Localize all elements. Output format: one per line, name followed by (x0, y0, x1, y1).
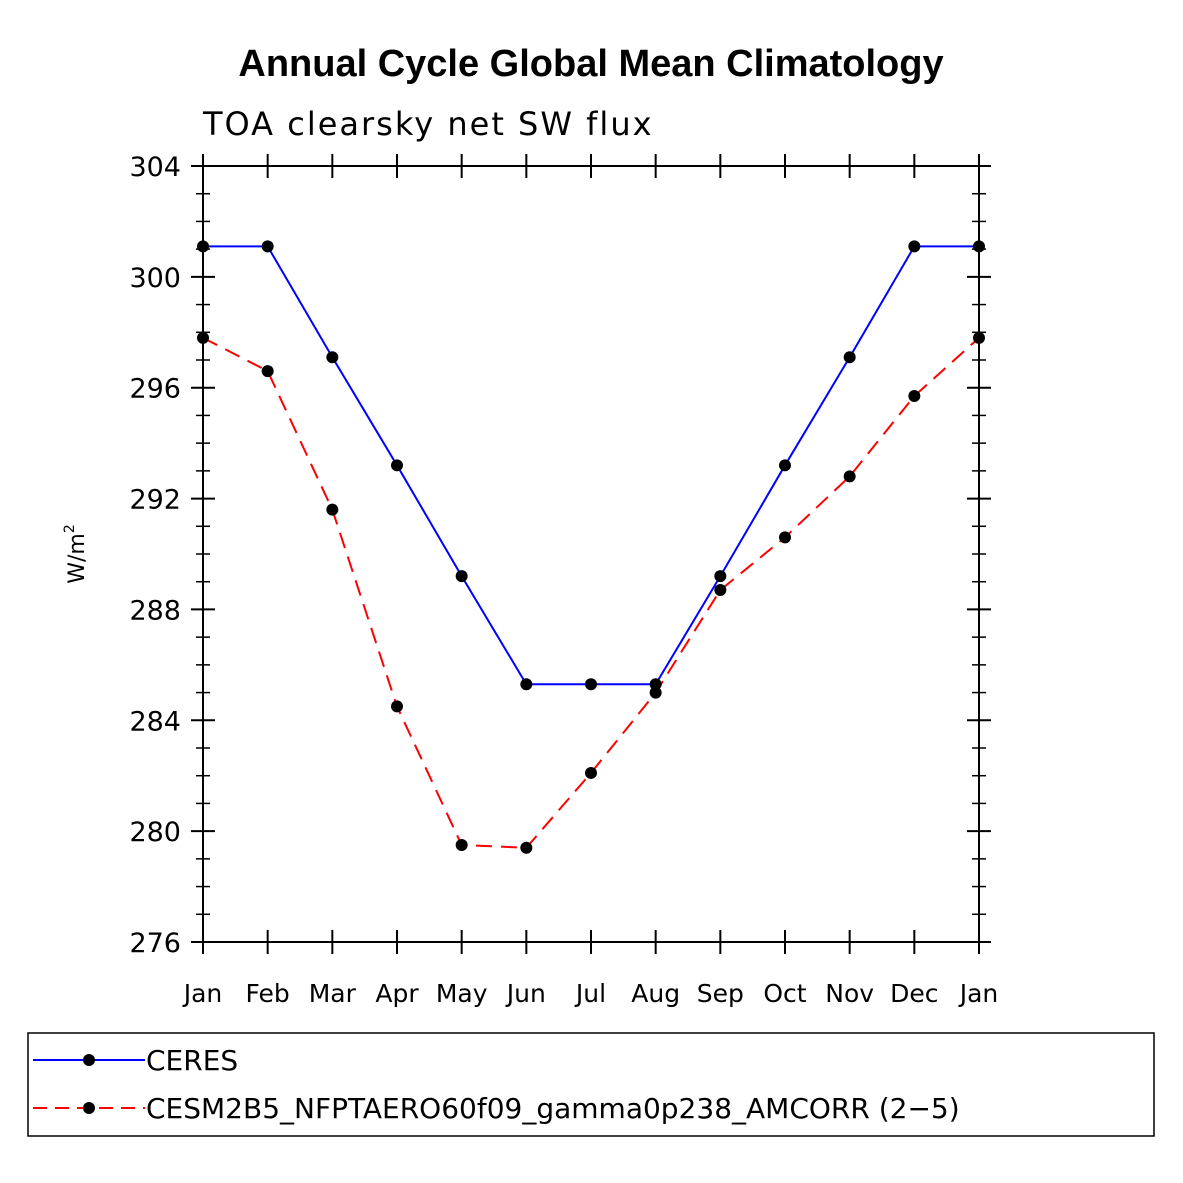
x-tick-label: Oct (763, 979, 806, 1008)
legend-marker-cesm (83, 1102, 95, 1114)
series-1-point (520, 841, 533, 854)
y-tick-label: 284 (129, 706, 181, 737)
series-points (197, 240, 985, 854)
series-0-point (649, 678, 662, 691)
x-tick-label: Jan (182, 979, 223, 1008)
y-tick-label: 292 (129, 485, 181, 516)
series-line-0 (203, 245, 979, 686)
series-lines (202, 245, 980, 849)
y-axis-label-superscript: 2 (62, 524, 78, 533)
series-0-point (843, 351, 856, 364)
x-tick-label: Jan (958, 979, 999, 1008)
series-1-point (197, 331, 209, 344)
x-tick-label: Feb (246, 979, 290, 1008)
series-0-point (714, 570, 727, 583)
y-tick-label: 300 (129, 263, 181, 294)
y-tick-label: 280 (129, 817, 181, 848)
series-0-point (326, 351, 339, 364)
legend-box (27, 1032, 1155, 1137)
series-0-point (585, 678, 597, 691)
x-tick-label: Apr (375, 979, 419, 1008)
axis-ticks (191, 154, 991, 954)
x-tick-label: May (436, 979, 488, 1008)
x-tick-label: Mar (309, 979, 357, 1008)
series-1-point (908, 390, 921, 403)
y-tick-label: 276 (129, 928, 181, 959)
series-1-point (326, 503, 339, 516)
x-tick-label: Dec (890, 979, 938, 1008)
legend: CERES CESM2B5_NFPTAERO60f09_gamma0p238_A… (27, 1032, 1155, 1137)
series-1-point (585, 766, 597, 779)
plot-frame (202, 165, 980, 943)
series-1-point (455, 839, 468, 851)
x-tick-labels: Jan Feb Mar Apr May Jun Jul Aug Sep Oct Nov Dec Jan (182, 979, 999, 1008)
x-tick-label: Aug (631, 979, 680, 1008)
legend-label-cesm: CESM2B5_NFPTAERO60f09_gamma0p238_AMCORR … (146, 1092, 960, 1125)
series-1-point (261, 365, 274, 378)
chart-title: Annual Cycle Global Mean Climatology (238, 43, 943, 85)
series-0-point (455, 570, 468, 583)
x-tick-label: Jun (505, 979, 546, 1008)
series-1-point (779, 531, 791, 544)
series-1-point (649, 686, 662, 699)
series-1-point (714, 584, 727, 597)
series-0-point (261, 240, 274, 253)
x-tick-label: Nov (825, 979, 874, 1008)
series-1-point (973, 331, 985, 344)
y-tick-labels: 276 280 284 288 292 296 300 304 (129, 152, 181, 959)
gridless-plot-area (202, 165, 980, 943)
series-0-point (908, 240, 921, 253)
series-1-point (843, 470, 856, 483)
y-axis-label: W/m2 (62, 524, 90, 584)
series-0-point (779, 459, 791, 472)
y-tick-label: 296 (129, 374, 181, 405)
chart-subtitle: TOA clearsky net SW flux (202, 105, 654, 143)
x-tick-label: Jul (574, 979, 606, 1008)
y-tick-label: 288 (129, 595, 181, 626)
series-0-point (391, 459, 403, 472)
series-0-point (520, 678, 533, 691)
series-0-point (197, 240, 209, 253)
series-1-point (391, 700, 403, 713)
series-0-point (973, 240, 985, 253)
y-tick-label: 304 (129, 152, 181, 183)
x-tick-label: Sep (697, 979, 744, 1008)
y-axis-label-text: W/m (65, 533, 90, 584)
legend-marker-ceres (83, 1054, 95, 1066)
legend-label-ceres: CERES (146, 1044, 238, 1077)
